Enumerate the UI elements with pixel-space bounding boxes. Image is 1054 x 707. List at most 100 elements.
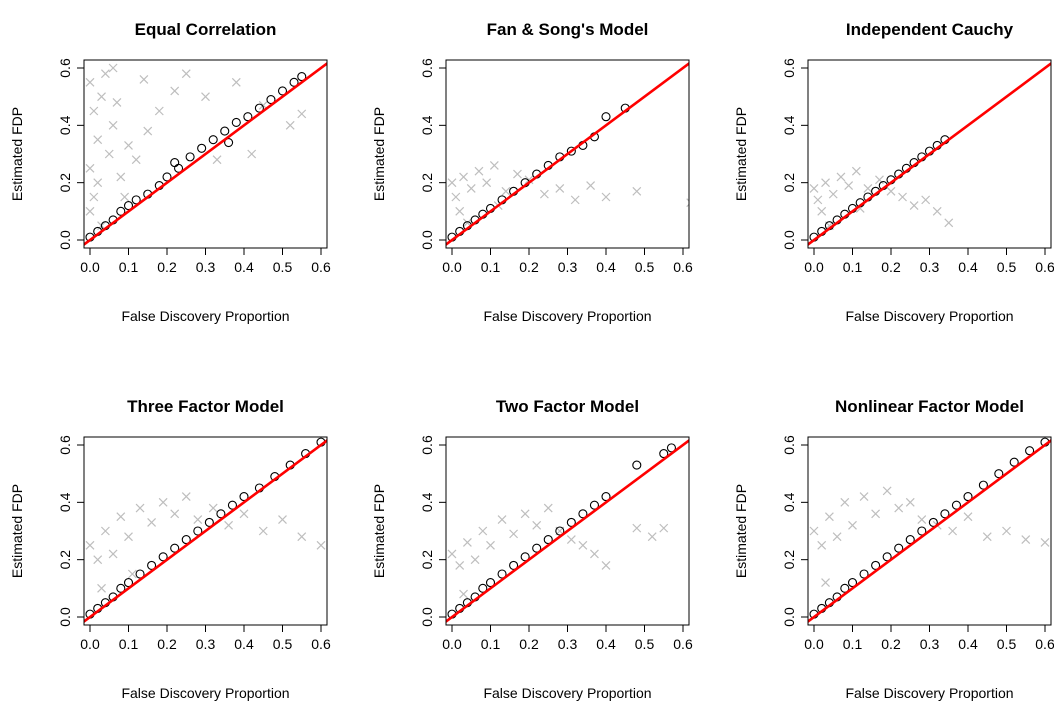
scatter-x-marker [1040,538,1050,547]
x-tick-label: 0.5 [997,636,1017,652]
chart-panel: Two Factor Model 0.0 0.1 0.2 0.3 0.4 0.5 0.6 0.0… [371,397,693,701]
scatter-x-marker [590,549,599,559]
scatter-x-marker [882,486,892,496]
scatter-x-marker [89,106,99,116]
scatter-x-marker [863,183,873,193]
scatter-x-marker [566,535,576,545]
scatter-x-marker [239,509,249,519]
scatter-circle-marker [181,535,191,545]
scatter-x-marker [131,155,141,165]
scatter-x-marker [85,77,95,87]
scatter-x-marker [486,540,495,550]
x-tick-label: 0.2 [881,259,901,275]
scatter-circle-marker [578,509,588,519]
scatter-x-marker [821,578,830,588]
y-tick-label: 0.6 [57,435,73,455]
chart-panel: Equal Correlation 0.0 0.1 0.2 0.3 0.4 0.5 0.6 0.… [9,20,331,324]
scatter-x-marker [201,92,210,102]
scatter-circle-marker [277,86,288,96]
scatter-x-marker [181,69,191,79]
scatter-x-marker [817,206,827,216]
y-tick-label: 0.4 [57,492,73,512]
x-axis-label: False Discovery Proportion [121,308,289,324]
scatter-x-marker [258,526,268,536]
scatter-x-marker [982,532,992,542]
scatter-x-marker [135,503,145,513]
scatter-x-marker [224,520,234,530]
x-tick-label: 0.2 [519,259,539,275]
scatter-circle-marker [197,143,207,153]
scatter-circle-marker [905,535,915,545]
scatter-x-marker [894,503,904,513]
scatter-circle-marker [254,103,264,113]
scatter-x-marker [601,560,611,570]
scatter-x-marker [509,529,519,539]
scatter-circle-marker [1009,457,1019,467]
x-tick-label: 0.6 [1035,259,1054,275]
scatter-x-marker [909,201,919,211]
chart-panel: Three Factor Model 0.0 0.1 0.2 0.3 0.4 0.5 0.6 0… [9,397,331,701]
scatter-circle-marker [485,578,496,588]
x-tick-label: 0.5 [273,259,293,275]
scatter-x-marker [93,555,103,565]
scatter-x-marker [447,549,457,559]
scatter-circle-marker [840,583,850,593]
scatter-circle-marker [589,500,600,510]
y-tick-label: 0.0 [419,607,435,627]
scatter-x-marker [85,206,95,216]
y-tick-label: 0.2 [419,173,435,193]
scatter-circle-marker [478,583,488,593]
scatter-x-marker [944,218,954,228]
x-tick-label: 0.6 [311,636,331,652]
reference-line [808,438,1051,624]
scatter-x-marker [524,175,534,185]
scatter-circle-marker [243,112,253,122]
scatter-x-marker [455,206,465,216]
scatter-x-marker [474,166,484,176]
scatter-circle-marker [239,492,249,502]
scatter-circle-marker [147,560,157,570]
scatter-x-marker [112,97,122,107]
scatter-x-marker [459,172,468,182]
x-tick-label: 0.3 [920,636,940,652]
x-tick-label: 0.4 [958,636,978,652]
scatter-x-marker [875,175,884,185]
scatter-x-marker [247,149,257,159]
scatter-circle-marker [116,206,126,216]
scatter-x-marker [482,178,492,188]
scatter-x-marker [932,206,942,216]
chart-panel: Nonlinear Factor Model 0.0 0.1 0.2 0.3 0.4 0.5… [733,397,1054,701]
y-axis-label: Estimated FDP [371,484,387,578]
scatter-x-marker [851,166,861,176]
chart-title: Nonlinear Factor Model [835,397,1024,416]
y-tick-label: 0.0 [781,230,797,250]
scatter-x-marker [532,520,542,530]
x-tick-label: 0.6 [1035,636,1054,652]
scatter-x-marker [555,183,565,193]
y-tick-label: 0.6 [781,435,797,455]
x-tick-label: 0.0 [80,259,100,275]
y-tick-label: 0.0 [419,230,435,250]
y-tick-label: 0.6 [781,58,797,78]
scatter-x-marker [809,526,819,536]
chart-title: Fan & Song's Model [487,20,649,39]
scatter-x-marker [497,515,507,524]
x-axis-label: False Discovery Proportion [845,308,1013,324]
x-tick-label: 0.3 [196,636,216,652]
scatter-x-marker [278,515,287,524]
x-tick-label: 0.0 [442,259,462,275]
scatter-x-marker [316,540,326,550]
scatter-x-marker [124,140,133,150]
scatter-x-marker [632,186,642,196]
scatter-x-marker [898,192,907,202]
y-tick-label: 0.4 [57,115,73,135]
scatter-circle-marker [266,94,276,105]
x-tick-label: 0.1 [843,636,863,652]
scatter-circle-marker [940,509,950,519]
y-tick-label: 0.6 [419,435,435,455]
scatter-x-marker [108,120,118,130]
scatter-x-marker [297,109,307,119]
scatter-circle-marker [289,77,299,87]
